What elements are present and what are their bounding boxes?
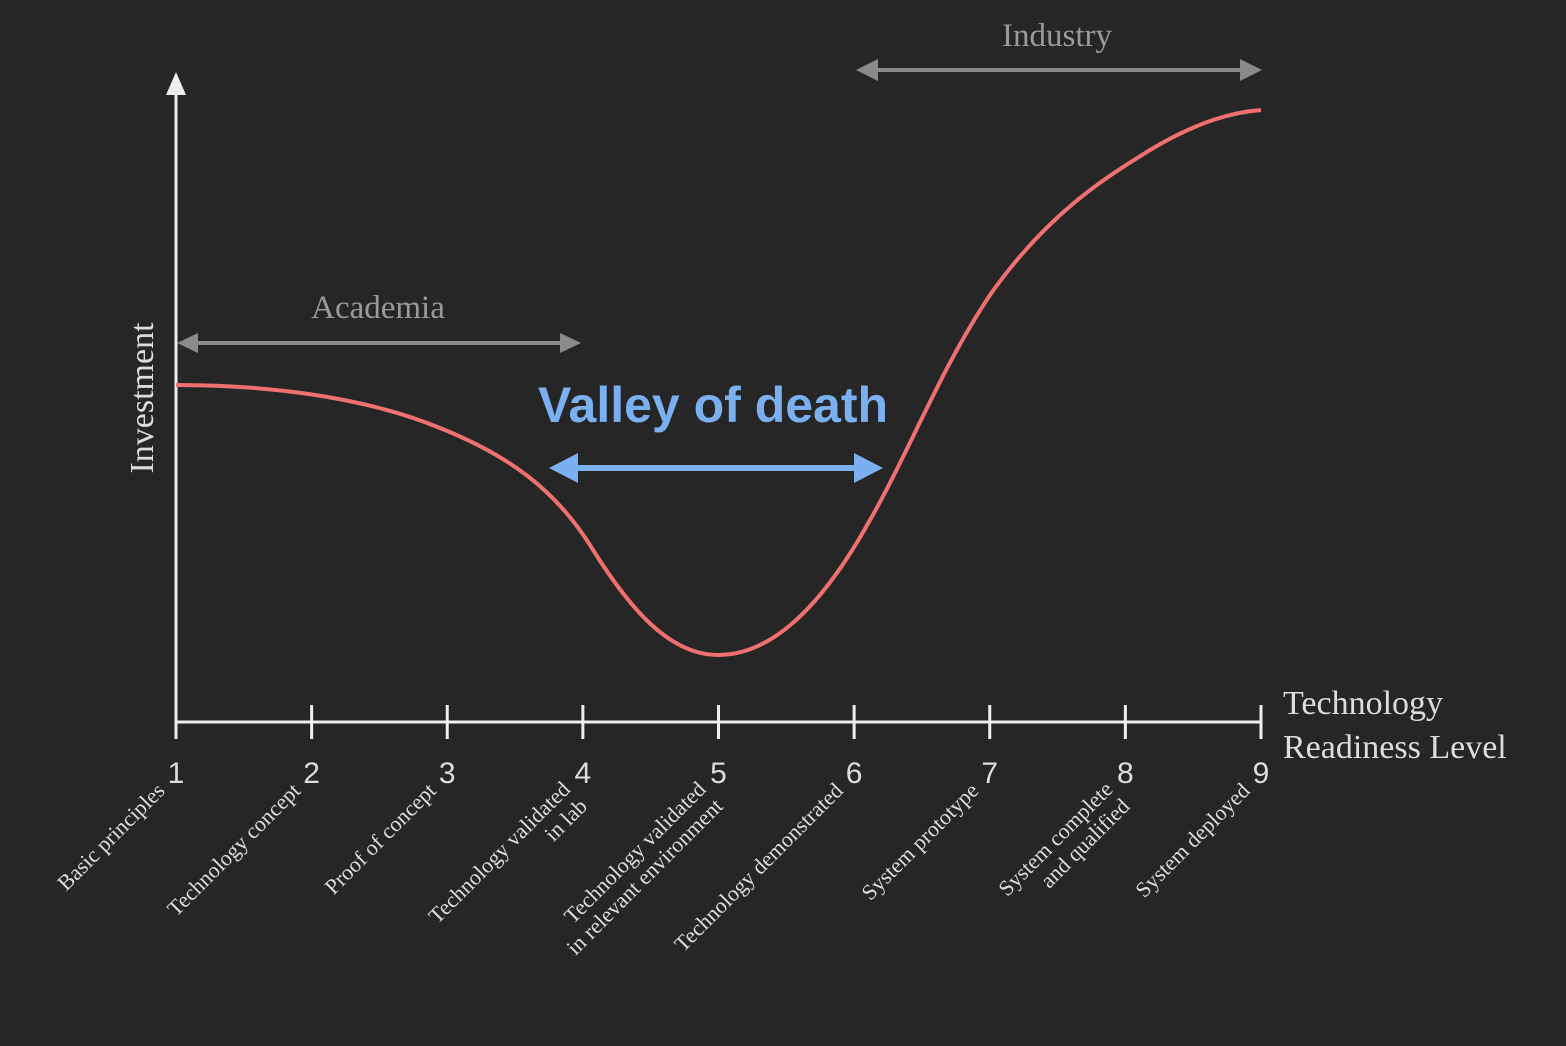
level-number: 8 — [1117, 757, 1134, 790]
industry-label: Industry — [1002, 18, 1112, 54]
level-number: 9 — [1253, 757, 1270, 790]
investment-curve — [175, 108, 1262, 658]
level-number: 6 — [846, 757, 863, 790]
x-axis-label: Readiness Level — [1283, 729, 1507, 766]
academia-label: Academia — [311, 290, 445, 326]
y-axis-label: Investment — [124, 322, 161, 474]
valley-title: Valley of death — [538, 377, 888, 433]
y-axis-arrow — [166, 72, 186, 95]
level-number: 2 — [303, 757, 320, 790]
level-number: 4 — [575, 757, 592, 790]
level-number: 7 — [981, 757, 998, 790]
x-axis-label: Technology — [1283, 685, 1443, 722]
level-number: 3 — [439, 757, 456, 790]
level-number: 1 — [168, 757, 185, 790]
level-number: 5 — [710, 757, 727, 790]
